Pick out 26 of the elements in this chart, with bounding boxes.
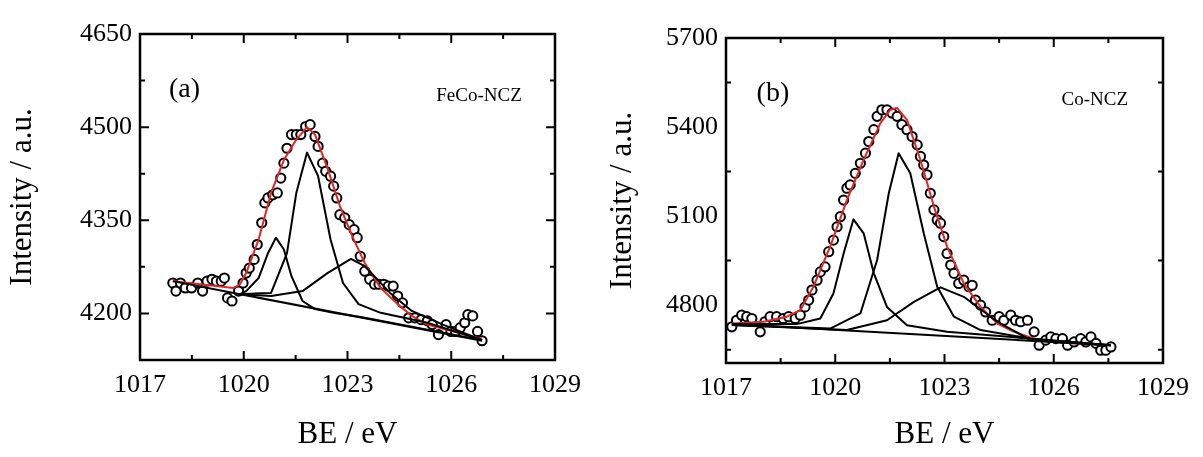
annotation: Co-NCZ bbox=[1061, 87, 1129, 109]
y-tick-label: 4650 bbox=[80, 17, 132, 47]
y-tick-label: 4800 bbox=[666, 288, 718, 318]
annotation: (a) bbox=[169, 71, 201, 103]
x-tick-label: 1029 bbox=[529, 369, 581, 399]
annotation: (b) bbox=[756, 75, 790, 107]
x-tick-label: 1026 bbox=[1027, 372, 1080, 402]
y-axis-title: Intensity / a.u. bbox=[2, 108, 38, 286]
x-tick-label: 1026 bbox=[425, 369, 478, 399]
y-tick-label: 5100 bbox=[666, 199, 718, 229]
x-tick-label: 1017 bbox=[700, 372, 752, 402]
y-tick-label: 4200 bbox=[80, 297, 132, 327]
annotation: FeCo-NCZ bbox=[436, 83, 522, 105]
x-tick-label: 1029 bbox=[1137, 372, 1189, 402]
x-axis-title: BE / eV bbox=[297, 414, 399, 450]
y-tick-label: 5400 bbox=[666, 110, 718, 140]
x-axis-title: BE / eV bbox=[894, 414, 996, 450]
x-tick-label: 1023 bbox=[918, 372, 971, 402]
x-tick-label: 1020 bbox=[809, 372, 862, 402]
x-tick-label: 1023 bbox=[321, 369, 374, 399]
x-tick-label: 1017 bbox=[114, 369, 166, 399]
y-tick-label: 4350 bbox=[80, 204, 132, 234]
y-tick-label: 4500 bbox=[80, 110, 132, 140]
x-tick-label: 1020 bbox=[217, 369, 270, 399]
y-tick-label: 5700 bbox=[666, 21, 718, 51]
y-axis-title: Intensity / a.u. bbox=[602, 111, 638, 290]
